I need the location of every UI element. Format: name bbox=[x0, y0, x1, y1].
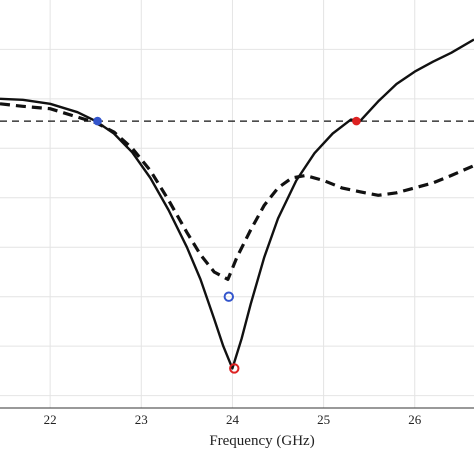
x-tick-label-1: 23 bbox=[135, 412, 148, 427]
grid-lines bbox=[0, 0, 474, 409]
series-group bbox=[0, 38, 474, 370]
marker-dot-3 bbox=[352, 116, 361, 126]
x-tick-labels: 22 23 24 25 26 bbox=[44, 412, 422, 427]
marker-ring-1 bbox=[223, 291, 234, 302]
x-axis-label: Frequency (GHz) bbox=[209, 433, 314, 449]
series-line-solid bbox=[0, 38, 474, 370]
marker-dot-0 bbox=[93, 116, 102, 126]
x-tick-label-0: 22 bbox=[44, 412, 57, 427]
x-tick-label-3: 25 bbox=[317, 412, 330, 427]
x-tick-label-4: 26 bbox=[408, 412, 422, 427]
markers-group bbox=[93, 116, 361, 374]
series-line-dashed bbox=[0, 102, 474, 281]
marker-ring-2 bbox=[229, 363, 240, 374]
x-tick-label-2: 24 bbox=[226, 412, 240, 427]
